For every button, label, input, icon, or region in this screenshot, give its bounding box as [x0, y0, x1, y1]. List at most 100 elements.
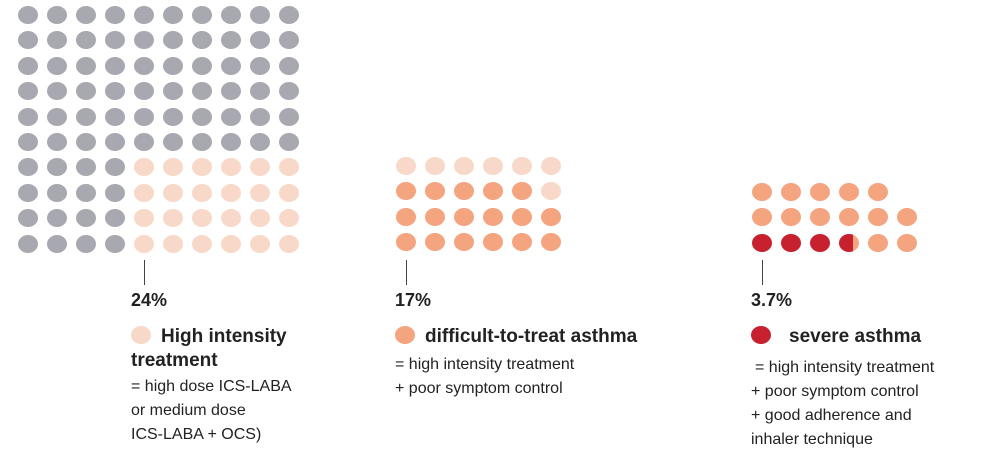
dot	[163, 31, 183, 50]
dot	[47, 158, 67, 177]
dot	[76, 133, 96, 151]
highlighted-dot	[134, 183, 154, 202]
pointer-line	[144, 260, 145, 285]
highlighted-dot	[279, 183, 299, 202]
dot	[134, 56, 154, 75]
legend-title-line: treatment	[131, 350, 218, 371]
partial-highlighted-dot	[839, 233, 859, 252]
dot	[18, 183, 38, 202]
dot	[105, 183, 125, 202]
legend-swatch	[131, 326, 151, 344]
highlighted-dot	[192, 158, 212, 177]
dot	[18, 209, 38, 228]
desc-line: + good adherence and	[751, 407, 912, 424]
dot	[839, 183, 859, 201]
dot	[250, 82, 270, 101]
highlighted-dot	[221, 209, 241, 228]
dot	[279, 6, 299, 24]
pointer-line	[762, 260, 763, 285]
legend-description: = high dose ICS-LABA or medium dose ICS-…	[131, 375, 292, 447]
legend-swatch	[395, 326, 415, 344]
dot	[76, 56, 96, 75]
highlighted-dot	[221, 234, 241, 253]
dot	[192, 82, 212, 101]
highlighted-dot	[512, 207, 532, 226]
dot	[163, 6, 183, 24]
highlighted-dot	[134, 158, 154, 177]
dot	[18, 56, 38, 75]
highlighted-dot	[279, 209, 299, 228]
dot	[868, 233, 888, 252]
legend-title: difficult-to-treat asthma	[395, 325, 637, 349]
dot	[279, 82, 299, 101]
highlighted-dot	[396, 207, 416, 226]
dot	[781, 208, 801, 227]
dot	[221, 56, 241, 75]
dot	[105, 158, 125, 177]
dot	[76, 107, 96, 126]
highlighted-dot	[250, 158, 270, 177]
dot	[105, 234, 125, 253]
dot	[47, 107, 67, 126]
highlighted-dot	[250, 209, 270, 228]
highlighted-dot	[134, 234, 154, 253]
dot	[897, 208, 917, 227]
dot	[279, 31, 299, 50]
dot	[105, 107, 125, 126]
dot	[76, 31, 96, 50]
dot	[868, 183, 888, 201]
highlighted-dot	[483, 207, 503, 226]
dot	[105, 31, 125, 50]
dot	[76, 234, 96, 253]
dot	[134, 133, 154, 151]
dot	[250, 56, 270, 75]
highlighted-dot	[163, 158, 183, 177]
dot	[192, 56, 212, 75]
dot	[134, 82, 154, 101]
dot	[18, 234, 38, 253]
dot	[279, 56, 299, 75]
desc-line: = high intensity treatment	[395, 356, 575, 373]
highlighted-dot	[163, 183, 183, 202]
dot	[47, 56, 67, 75]
dot	[868, 208, 888, 227]
dot	[47, 6, 67, 24]
dot	[47, 234, 67, 253]
desc-line: = high intensity treatment	[755, 359, 935, 376]
highlighted-dot	[752, 233, 772, 252]
desc-line: = high dose ICS-LABA	[131, 378, 292, 395]
dot	[250, 107, 270, 126]
dot	[541, 157, 561, 175]
highlighted-dot	[192, 234, 212, 253]
dot	[250, 31, 270, 50]
highlighted-dot	[512, 233, 532, 252]
dot	[279, 107, 299, 126]
dot	[163, 82, 183, 101]
dot	[221, 133, 241, 151]
dot	[18, 6, 38, 24]
desc-line: ICS-LABA + OCS)	[131, 426, 262, 443]
dot	[541, 182, 561, 201]
desc-line: + poor symptom control	[395, 380, 563, 397]
highlighted-dot	[192, 183, 212, 202]
highlighted-dot	[483, 233, 503, 252]
dot	[105, 133, 125, 151]
desc-line: + poor symptom control	[751, 383, 919, 400]
dot	[18, 107, 38, 126]
dot	[250, 133, 270, 151]
highlighted-dot	[454, 182, 474, 201]
dot	[105, 209, 125, 228]
dot	[752, 208, 772, 227]
legend-description: = high intensity treatment + poor sympto…	[395, 353, 574, 401]
dot	[279, 133, 299, 151]
dot	[105, 56, 125, 75]
highlighted-dot	[250, 234, 270, 253]
dot	[163, 56, 183, 75]
dot	[192, 6, 212, 24]
highlighted-dot	[192, 209, 212, 228]
desc-line: inhaler technique	[751, 431, 873, 448]
dot	[454, 157, 474, 175]
highlighted-dot	[541, 207, 561, 226]
highlighted-dot	[396, 182, 416, 201]
dot	[105, 82, 125, 101]
